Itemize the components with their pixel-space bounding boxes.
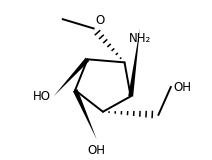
Text: O: O: [95, 14, 105, 27]
Polygon shape: [73, 89, 97, 140]
Polygon shape: [54, 58, 89, 96]
Text: NH₂: NH₂: [129, 32, 151, 44]
Text: OH: OH: [88, 144, 106, 157]
Text: HO: HO: [32, 90, 50, 103]
Polygon shape: [128, 28, 140, 97]
Text: OH: OH: [174, 81, 192, 94]
